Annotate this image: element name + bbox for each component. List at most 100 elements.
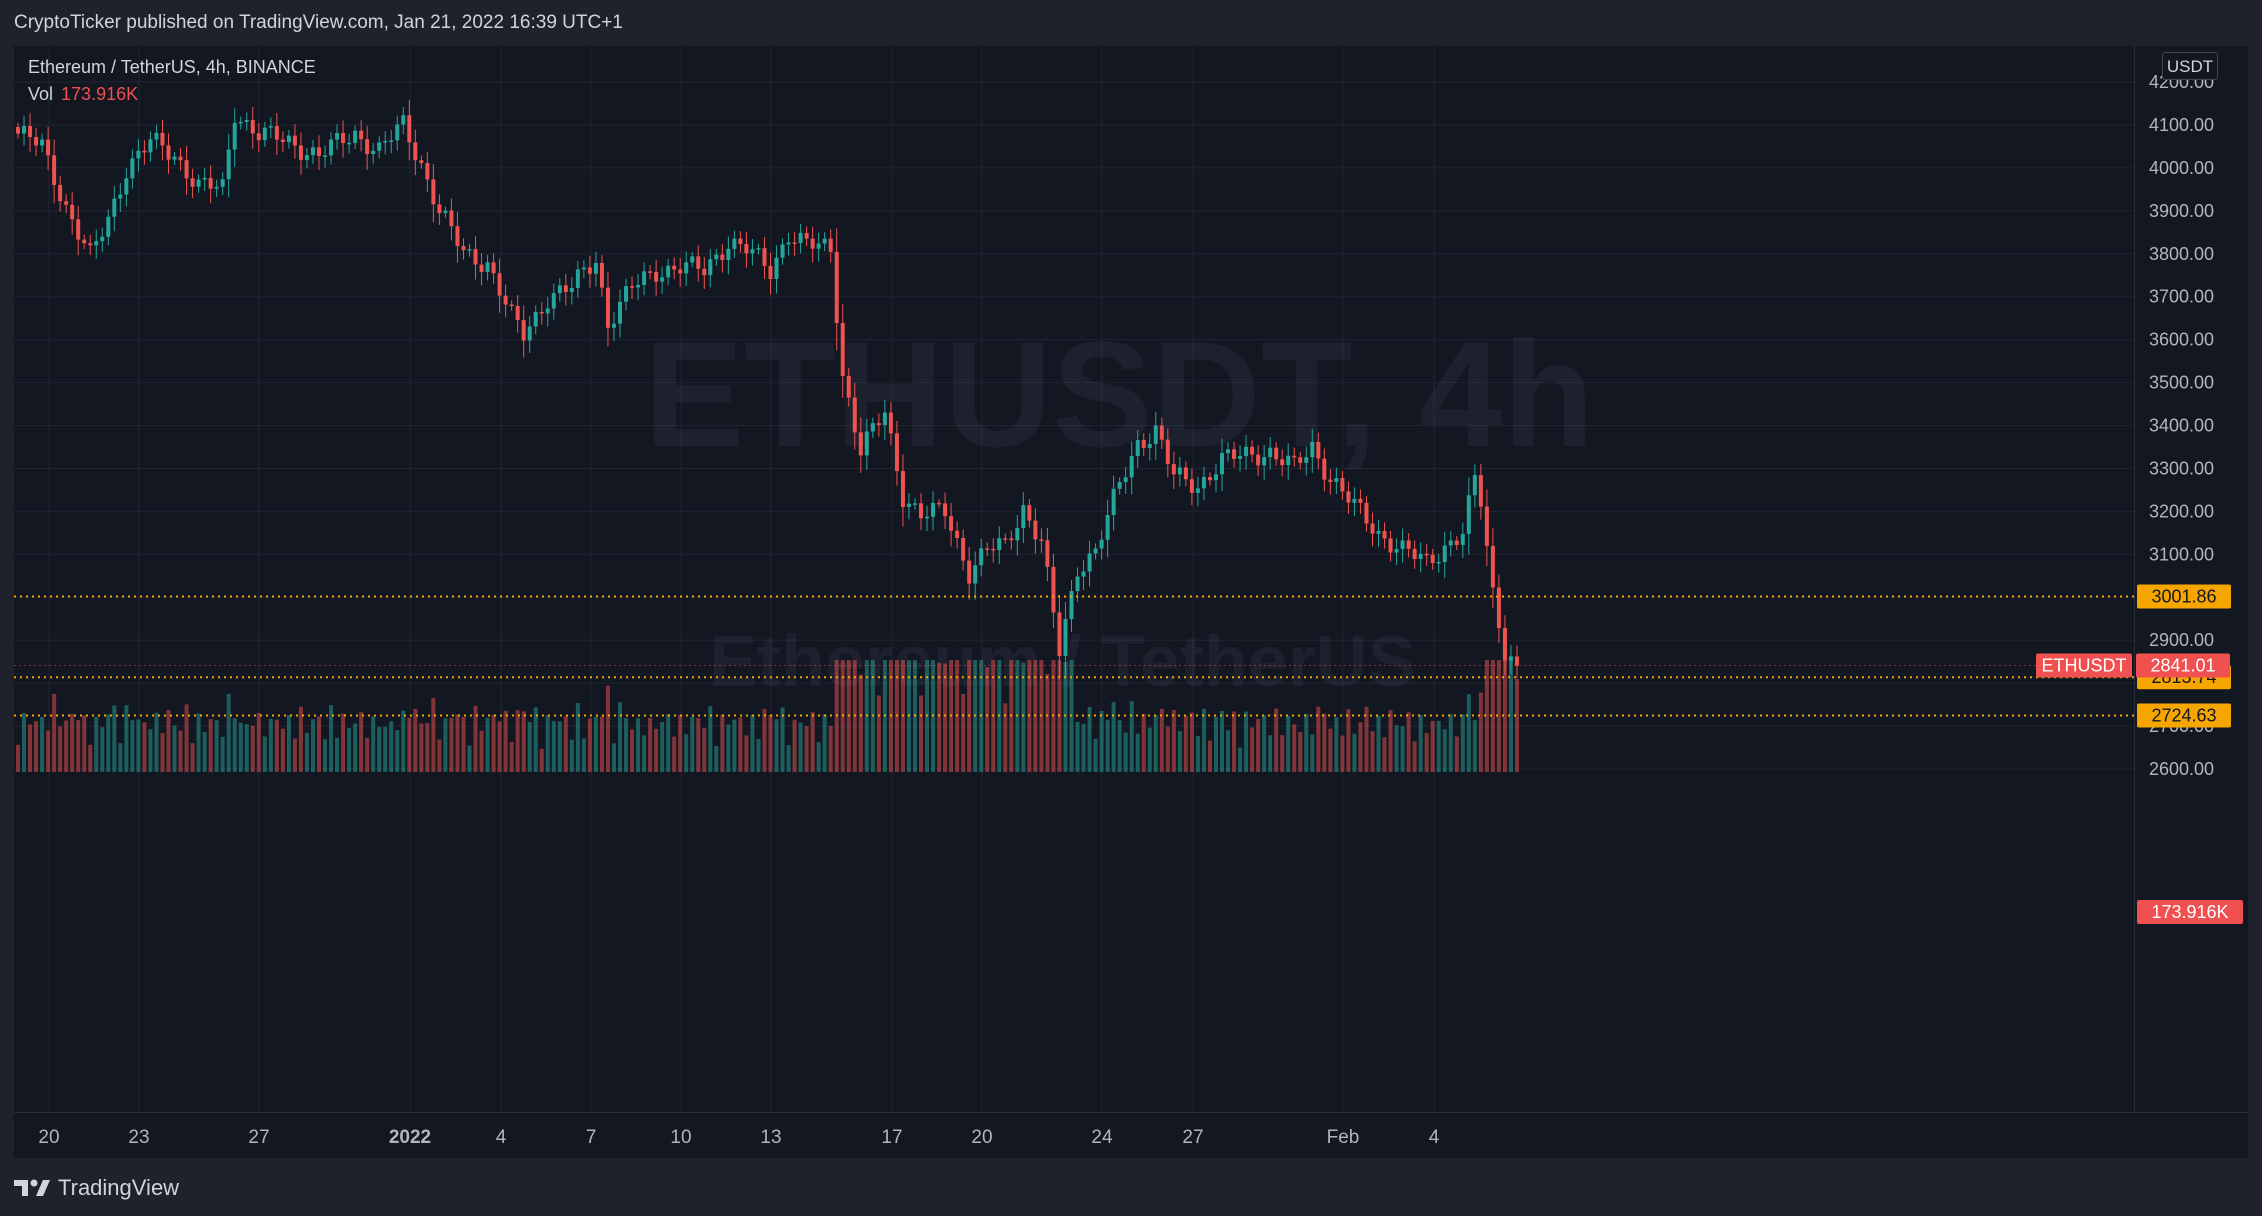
candle-body — [545, 308, 550, 314]
volume-bar — [648, 717, 653, 772]
volume-bar — [720, 714, 725, 772]
volume-bar — [768, 714, 773, 772]
volume-bar — [581, 738, 586, 772]
volume-bar — [985, 667, 990, 772]
chart-pane[interactable]: ETHUSDT, 4h Ethereum / TetherUS — [14, 46, 2134, 1112]
volume-bar — [58, 726, 63, 772]
candle-body — [1129, 455, 1134, 478]
volume-bar — [323, 739, 328, 772]
volume-bar — [329, 705, 334, 772]
volume-bar — [726, 724, 731, 772]
volume-bar — [70, 713, 75, 772]
candle-body — [40, 139, 45, 146]
volume-bar — [672, 736, 677, 772]
volume-bar — [509, 742, 514, 772]
volume-bar — [642, 735, 647, 772]
volume-bar — [136, 719, 141, 772]
candle-body — [1442, 545, 1447, 563]
volume-bar — [130, 720, 135, 772]
candle-body — [1436, 562, 1441, 564]
volume-bar — [876, 695, 881, 772]
volume-bar — [1099, 710, 1104, 772]
currency-button[interactable]: USDT — [2162, 52, 2218, 80]
volume-bar — [1460, 714, 1465, 772]
volume-bar — [1442, 729, 1447, 772]
volume-bar — [461, 716, 466, 772]
candle-body — [353, 130, 358, 143]
candle-body — [1430, 554, 1435, 563]
candle-body — [816, 243, 821, 249]
symbol-title: Ethereum / TetherUS, 4h, BINANCE — [28, 57, 316, 77]
time-axis[interactable]: 20 23 27 2022 4 7 10 13 17 20 24 27 Feb 4 — [14, 1112, 2248, 1158]
volume-bar — [1388, 710, 1393, 772]
volume-bar — [1376, 715, 1381, 772]
watermark-symbol: ETHUSDT, 4h — [644, 310, 1594, 478]
candle-body — [1256, 454, 1261, 466]
tradingview-logo-icon — [14, 1179, 50, 1196]
volume-bar — [1226, 730, 1231, 772]
volume-bar — [178, 730, 183, 772]
volume-bar — [190, 743, 195, 772]
volume-bar — [1111, 702, 1116, 772]
candle-body — [341, 132, 346, 143]
candle-body — [1177, 467, 1182, 475]
candle-body — [1508, 656, 1513, 661]
tradingview-footer[interactable]: TradingView — [14, 1160, 614, 1216]
candle-body — [991, 548, 996, 551]
candle-body — [1340, 478, 1345, 492]
volume-bar — [256, 712, 261, 772]
volume-bar — [1424, 733, 1429, 772]
candle-body — [202, 177, 207, 180]
price-tick-label: 3500.00 — [2149, 373, 2214, 393]
candle-body — [1250, 446, 1255, 455]
level-badge-0: 3001.86 — [2151, 586, 2216, 606]
candle-body — [919, 503, 923, 519]
candle-body — [593, 262, 598, 274]
volume-bar — [1238, 747, 1243, 772]
candle-body — [1400, 540, 1405, 549]
price-scale[interactable]: 4200.00 4100.00 4000.00 3900.00 3800.00 3700.… — [2134, 46, 2248, 1112]
candle-body — [473, 249, 478, 265]
volume-bar — [1207, 740, 1212, 772]
volume-bar — [1021, 662, 1026, 772]
candle-body — [142, 150, 147, 153]
volume-bar — [1220, 710, 1224, 772]
price-tick-label: 3100.00 — [2149, 544, 2214, 564]
price-scale-canvas[interactable]: 4200.004100.004000.003900.003800.003700.… — [2135, 46, 2249, 1112]
volume-bar — [593, 716, 598, 772]
volume-bar — [341, 713, 346, 772]
candle-body — [1159, 425, 1164, 440]
volume-bar — [738, 717, 743, 772]
volume-bar — [202, 732, 207, 772]
candle-body — [1105, 515, 1110, 540]
volume-bar — [1400, 726, 1405, 772]
candle-body — [1394, 548, 1399, 553]
candle-body — [967, 560, 972, 584]
volume-bar — [1346, 709, 1351, 772]
volume-bar — [335, 737, 340, 772]
volume-bar — [756, 738, 761, 772]
symbol-legend: Ethereum / TetherUS, 4h, BINANCE Vol 173.… — [28, 54, 316, 108]
candle-body — [383, 141, 388, 143]
candle-body — [955, 530, 960, 538]
time-axis-canvas[interactable]: 20 23 27 2022 4 7 10 13 17 20 24 27 Feb 4 — [14, 1113, 2248, 1159]
volume-bar — [786, 745, 791, 772]
volume-bar — [479, 730, 484, 772]
candle-body — [1189, 479, 1194, 493]
candle-body — [979, 548, 984, 566]
candle-body — [196, 179, 201, 187]
volume-bar — [575, 702, 580, 772]
price-tick-label: 3400.00 — [2149, 416, 2214, 436]
candle-body — [304, 155, 309, 160]
volume-bar — [1280, 735, 1285, 772]
candle-body — [310, 147, 315, 156]
candle-body — [491, 262, 496, 274]
volume-bar — [750, 714, 755, 772]
volume-bar — [449, 717, 454, 772]
volume-bar — [937, 662, 942, 772]
candle-body — [244, 120, 249, 122]
chart-canvas[interactable]: ETHUSDT, 4h Ethereum / TetherUS — [14, 46, 2134, 1112]
volume-bar — [1105, 719, 1110, 772]
candle-body — [720, 254, 725, 260]
time-tick-label: 17 — [881, 1127, 902, 1148]
